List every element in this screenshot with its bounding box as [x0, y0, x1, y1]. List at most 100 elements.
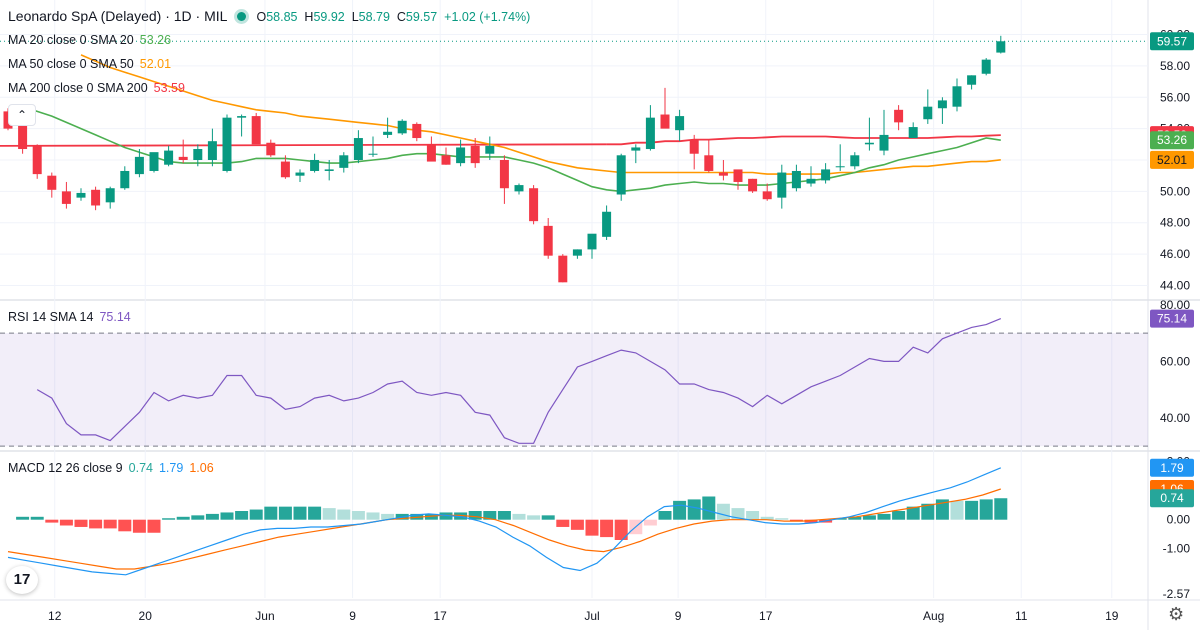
- candle-body: [456, 147, 466, 164]
- macd-histogram-bar: [600, 519, 614, 538]
- candle-body: [149, 152, 159, 171]
- candle-body: [937, 100, 947, 109]
- candle-body: [76, 192, 86, 198]
- macd-histogram-bar: [702, 496, 716, 520]
- macd-line: [7, 467, 1002, 576]
- macd-signal-value: 1.06: [189, 461, 214, 475]
- ma50-value: 52.01: [139, 57, 172, 71]
- ma20-legend[interactable]: MA 20 close 0 SMA 20 53.26: [8, 33, 177, 47]
- time-axis-tick-label: 9: [349, 609, 356, 623]
- time-axis-tick-label: 11: [1015, 609, 1028, 623]
- ma20-value: 53.26: [139, 33, 172, 47]
- collapse-legend-button[interactable]: ⌃: [8, 104, 36, 126]
- macd-histogram-bar: [381, 513, 395, 520]
- candle-body: [280, 161, 290, 178]
- candle-body: [383, 131, 393, 135]
- rsi-value: 75.14: [99, 310, 131, 324]
- candle-body: [923, 106, 933, 120]
- macd-histogram-bar: [804, 519, 818, 523]
- sma50-line: [80, 54, 1001, 175]
- macd-histogram-bar: [848, 516, 862, 520]
- candle-body: [397, 120, 407, 134]
- candle-body: [237, 116, 247, 118]
- candle-body: [134, 156, 144, 175]
- ma50-price-label: 52.01: [1157, 153, 1187, 167]
- candle-body: [514, 185, 524, 192]
- candle-body: [602, 211, 612, 237]
- macd-histogram-bar: [118, 519, 132, 532]
- candle-body: [47, 175, 57, 190]
- macd-histogram-bar: [497, 511, 511, 520]
- macd-histogram-bar: [687, 499, 701, 520]
- ma20-price-label: 53.26: [1157, 133, 1187, 147]
- change-value: +1.02 (+1.74%): [444, 10, 531, 24]
- candle-body: [675, 116, 685, 131]
- macd-histogram-bar: [585, 519, 599, 536]
- candle-body: [952, 86, 962, 107]
- price-axis-tick-label: 44.00: [1160, 278, 1190, 292]
- tradingview-logo-icon[interactable]: 17: [6, 566, 38, 594]
- rsi-label: RSI 14 SMA 14: [8, 310, 94, 324]
- price-axis-tick-label: 48.00: [1160, 216, 1190, 230]
- macd-histogram-bar: [541, 515, 555, 520]
- macd-histogram-bar: [643, 519, 657, 526]
- candle-body: [631, 147, 641, 151]
- market-status-dot: [237, 12, 247, 22]
- sma20-line: [22, 105, 1001, 193]
- macd-signal-line: [7, 488, 1001, 570]
- macd-histogram-bar: [468, 511, 482, 520]
- macd-histogram-bar: [862, 515, 876, 520]
- candle-body: [207, 141, 217, 160]
- candle-body: [864, 142, 874, 145]
- candle-body: [368, 153, 378, 155]
- macd-histogram-bar: [512, 513, 526, 520]
- candle-body: [704, 155, 714, 171]
- macd-axis-tick-label: 0.00: [1167, 513, 1191, 527]
- macd-histogram-bar: [731, 508, 745, 520]
- candle-body: [733, 169, 743, 182]
- time-axis-tick-label: Jul: [584, 609, 599, 623]
- candle-body: [193, 149, 203, 160]
- candle-body: [164, 150, 174, 165]
- price-axis-tick-label: 46.00: [1160, 247, 1190, 261]
- macd-histogram-bar: [30, 516, 44, 520]
- macd-histogram-bar: [775, 518, 789, 520]
- candle-body: [850, 155, 860, 167]
- macd-histogram-bar: [877, 513, 891, 520]
- candle-body: [660, 114, 670, 129]
- low-value: 58.79: [358, 10, 390, 24]
- candle-body: [339, 155, 349, 168]
- macd-histogram-bar: [249, 509, 263, 520]
- macd-histogram-bar: [746, 511, 760, 520]
- macd-value-label-bg: [1150, 458, 1194, 477]
- macd-histogram-bar: [892, 511, 906, 520]
- macd-histogram-bar: [556, 519, 570, 527]
- candle-body: [762, 191, 772, 200]
- candle-body: [996, 41, 1006, 53]
- macd-histogram-bar: [965, 500, 979, 520]
- ma50-label: MA 50 close 0 SMA 50: [8, 57, 134, 71]
- macd-histogram-bar: [366, 512, 380, 520]
- rsi-axis-tick-label: 80.00: [1160, 298, 1190, 312]
- ma50-legend[interactable]: MA 50 close 0 SMA 50 52.01: [8, 57, 177, 71]
- ma20-price-label-bg: [1150, 131, 1194, 150]
- macd-histogram-bar: [89, 519, 103, 529]
- macd-legend[interactable]: MACD 12 26 close 9 0.74 1.79 1.06: [8, 461, 220, 475]
- symbol-title[interactable]: Leonardo SpA (Delayed) · 1D · MIL: [8, 8, 228, 24]
- candle-body: [908, 127, 918, 139]
- candle-body: [32, 145, 42, 175]
- candle-body: [806, 178, 816, 184]
- ma50-price-label-bg: [1150, 150, 1194, 169]
- rsi-value-label-bg: [1150, 309, 1194, 328]
- candle-body: [981, 59, 991, 74]
- macd-histogram-bar: [59, 519, 73, 526]
- rsi-legend[interactable]: RSI 14 SMA 14 75.14: [8, 310, 137, 324]
- symbol-header: Leonardo SpA (Delayed) · 1D · MIL O58.85 …: [8, 8, 530, 24]
- ma200-legend[interactable]: MA 200 close 0 SMA 200 53.59: [8, 81, 191, 95]
- candle-body: [558, 255, 568, 283]
- sma200-line: [0, 143, 607, 147]
- macd-histogram-bar: [337, 509, 351, 520]
- macd-histogram-bar: [935, 499, 949, 520]
- gear-icon[interactable]: ⚙: [1168, 604, 1185, 624]
